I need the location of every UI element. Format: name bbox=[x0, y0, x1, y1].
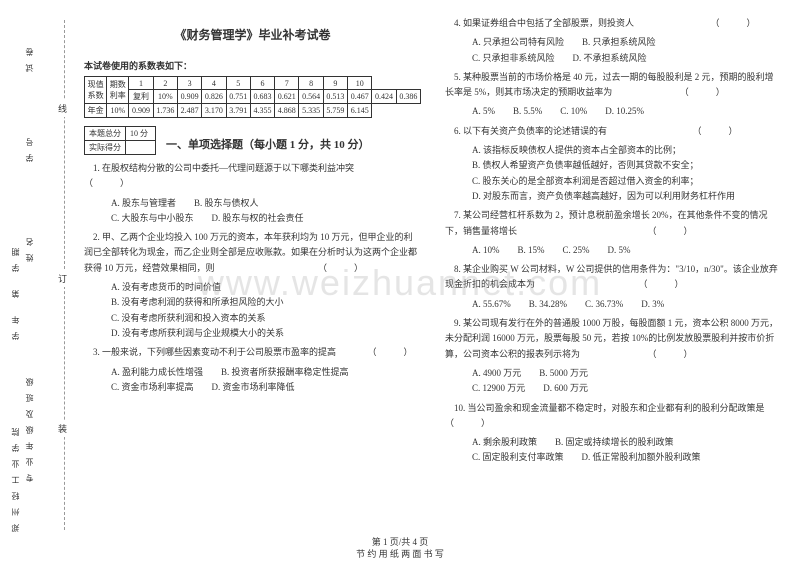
doc-title: 《财务管理学》毕业补考试卷 bbox=[84, 26, 421, 43]
v-school: 郑州轻工业学院 bbox=[10, 420, 21, 532]
q8-opts: A. 55.67%B. 34.28%C. 36.73%D. 3% bbox=[445, 297, 782, 312]
v-name: 姓名 bbox=[24, 230, 35, 262]
q5: 5. 某种股票当前的市场价格是 40 元，过去一期的每股股利是 2 元，预期的股… bbox=[445, 70, 782, 101]
page-body: 《财务管理学》毕业补考试卷 本试卷使用的系数表如下： 现值系数 期数利率 123… bbox=[78, 12, 788, 532]
th-qs: 期数利率 bbox=[107, 77, 129, 104]
q10-opts: A. 剩余股利政策B. 固定或持续增长的股利政策 C. 固定股利支付率政策D. … bbox=[445, 435, 782, 466]
bind-zhuang: 装 bbox=[58, 420, 67, 437]
q7: 7. 某公司经营杠杆系数为 2，预计息税前盈余增长 20%，在其他条件不变的情况… bbox=[445, 208, 782, 239]
table-caption: 本试卷使用的系数表如下： bbox=[84, 59, 421, 72]
footer-line-1: 第 1 页/共 4 页 bbox=[356, 536, 444, 549]
coef-table: 现值系数 期数利率 12345678910 复利10% 0.9090.8260.… bbox=[84, 76, 421, 118]
v-grade: 专业年级及班级 bbox=[24, 370, 35, 482]
score-table: 本题总分10 分 实际得分 bbox=[84, 126, 156, 155]
v-exam: 试卷 bbox=[24, 40, 35, 72]
bind-ding: 订 bbox=[58, 270, 67, 287]
q3: 3. 一般来说，下列哪些因素变动不利于公司股票市盈率的提高 （ ） bbox=[84, 345, 421, 360]
bind-xian: 线 bbox=[58, 100, 67, 117]
right-column: 4. 如果证券组合中包括了全部股票，则投资人 （ ） A. 只承担公司特有风险B… bbox=[439, 12, 788, 532]
left-column: 《财务管理学》毕业补考试卷 本试卷使用的系数表如下： 现值系数 期数利率 123… bbox=[78, 12, 427, 532]
section-1-heading: 一、单项选择题（每小题 1 分，共 10 分） bbox=[166, 136, 370, 152]
q8: 8. 某企业购买 W 公司材料，W 公司提供的信用条件为："3/10，n/30"… bbox=[445, 262, 782, 293]
q6: 6. 以下有关资产负债率的论述错误的有 （ ） bbox=[445, 124, 782, 139]
q4-opts: A. 只承担公司特有风险B. 只承担系统风险 C. 只承担非系统风险D. 不承担… bbox=[445, 35, 782, 66]
q5-opts: A. 5%B. 5.5%C. 10%D. 10.25% bbox=[445, 104, 782, 119]
q10: 10. 当公司盈余和现金流量都不稳定时，对股东和企业都有利的股利分配政策是（ ） bbox=[445, 401, 782, 432]
q3-opts: A. 盈利能力成长性增强B. 投资者所获报酬率稳定性提高 C. 资金市场利率提高… bbox=[84, 365, 421, 396]
q9: 9. 某公司现有发行在外的普通股 1000 万股，每股面额 1 元，资本公积 8… bbox=[445, 316, 782, 362]
q1: 1. 在股权结构分散的公司中委托—代理问题源于以下哪类利益冲突 （ ） bbox=[84, 161, 421, 192]
v-term: 学年 第 学期 bbox=[10, 240, 21, 340]
th-xz: 现值系数 bbox=[85, 77, 107, 104]
q7-opts: A. 10%B. 15%C. 25%D. 5% bbox=[445, 243, 782, 258]
q9-opts: A. 4900 万元B. 5000 万元 C. 12900 万元D. 600 万… bbox=[445, 366, 782, 397]
q4: 4. 如果证券组合中包括了全部股票，则投资人 （ ） bbox=[445, 16, 782, 31]
footer-line-2: 节 约 用 纸 两 面 书 写 bbox=[356, 548, 444, 561]
q2-opts: A. 没有考虑货币的时间价值 B. 没有考虑利润的获得和所承担风险的大小 C. … bbox=[84, 280, 421, 341]
q1-opts: A. 股东与管理者B. 股东与债权人 C. 大股东与中小股东D. 股东与权的社会… bbox=[84, 196, 421, 227]
page-footer: 第 1 页/共 4 页 节 约 用 纸 两 面 书 写 bbox=[356, 536, 444, 561]
q6-opts: A. 该指标反映债权人提供的资本占全部资本的比例； B. 债权人希望资产负债率越… bbox=[445, 143, 782, 204]
v-id: 学号 bbox=[24, 130, 35, 162]
q2: 2. 甲、乙两个企业均投入 100 万元的资本，本年获利均为 10 万元，但甲企… bbox=[84, 230, 421, 276]
